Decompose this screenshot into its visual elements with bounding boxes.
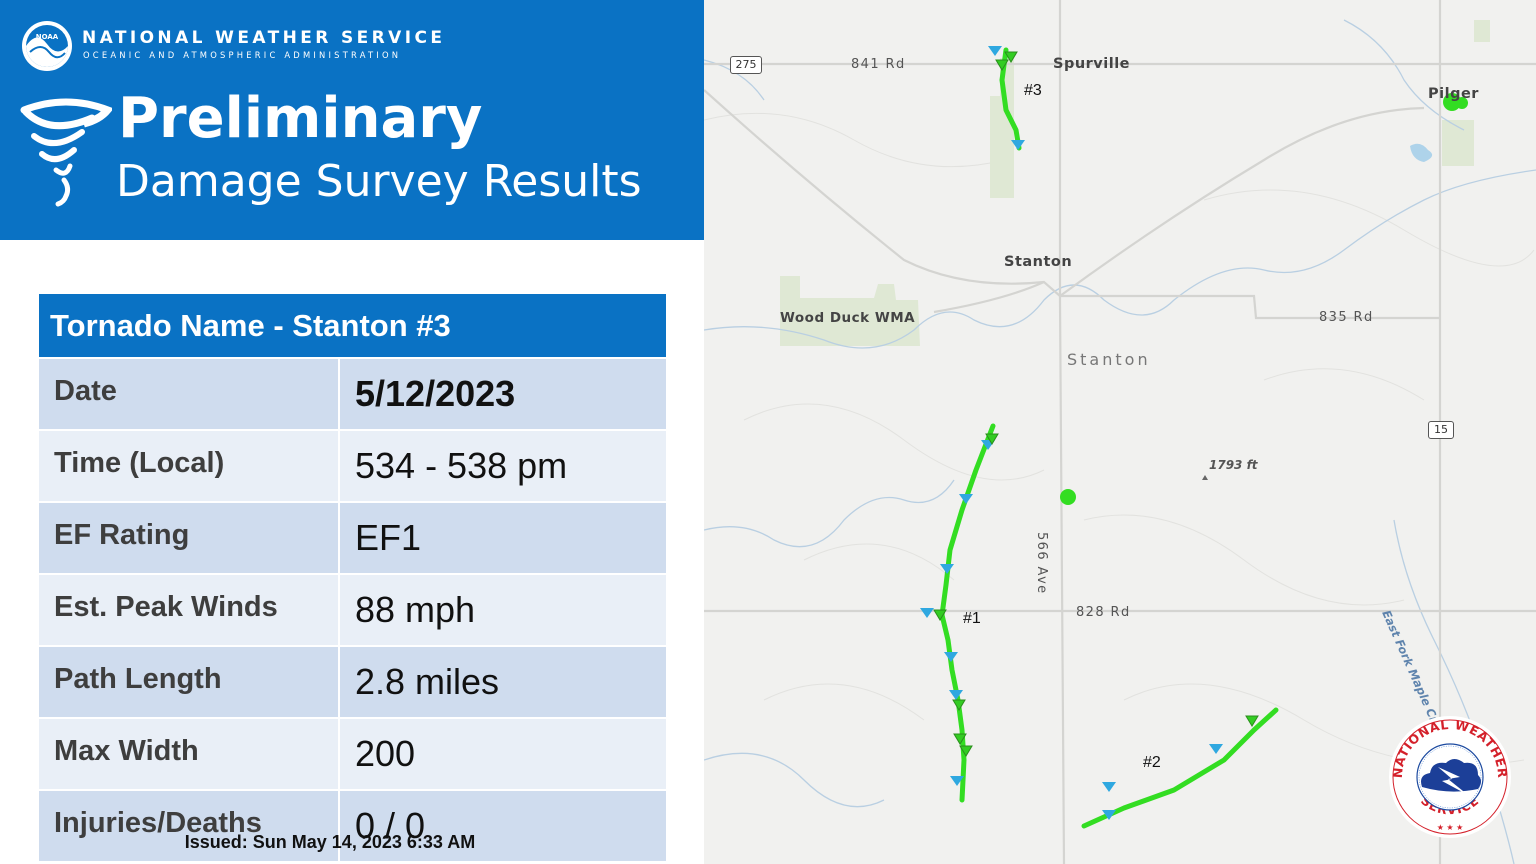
damage-map[interactable]: 275 841 Rd Spurville Pilger #3 Stanton W… (704, 0, 1536, 864)
noaa-logo-icon: NOAA (22, 21, 72, 71)
row-label: Max Width (39, 717, 340, 791)
row-label: EF Rating (39, 501, 340, 575)
tornado-icon (20, 98, 112, 207)
road-label-828: 828 Rd (1076, 605, 1131, 620)
agency-name: NATIONAL WEATHER SERVICE (82, 28, 446, 48)
damage-points (1060, 93, 1468, 505)
agency-subtitle: OCEANIC AND ATMOSPHERIC ADMINISTRATION (83, 50, 402, 60)
svg-text:NOAA: NOAA (36, 33, 59, 41)
row-value: 2.8 miles (339, 645, 666, 719)
row-value: 5/12/2023 (339, 357, 666, 431)
row-value: 0 / 0 (339, 789, 666, 863)
table-row-injuries: Injuries/Deaths 0 / 0 (39, 789, 666, 863)
table-row-max-width: Max Width 200 (39, 717, 666, 791)
page-subtitle: Damage Survey Results (116, 156, 642, 207)
row-label: Est. Peak Winds (39, 573, 340, 647)
place-pilger: Pilger (1428, 86, 1479, 102)
table-row-path-length: Path Length 2.8 miles (39, 645, 666, 719)
table-row-time: Time (Local) 534 - 538 pm (39, 429, 666, 503)
page-title: Preliminary (118, 86, 483, 151)
lake (1410, 143, 1433, 162)
county-label-stanton: Stanton (1067, 350, 1151, 369)
row-value: 534 - 538 pm (339, 429, 666, 503)
issued-timestamp: Issued: Sun May 14, 2023 6:33 AM (184, 832, 476, 852)
terrain-shading (704, 112, 1535, 766)
track-label-3: #3 (1024, 82, 1042, 99)
row-label: Date (39, 357, 340, 431)
road-label-841: 841 Rd (851, 57, 906, 72)
place-wood-duck-wma: Wood Duck WMA (780, 310, 916, 326)
place-stanton-town: Stanton (1004, 254, 1073, 270)
streams (704, 19, 1536, 864)
elevation-label: 1793 ft (1209, 458, 1258, 472)
row-value: 200 (339, 717, 666, 791)
place-spurville: Spurville (1053, 56, 1130, 72)
row-label: Injuries/Deaths (39, 789, 340, 863)
row-label: Time (Local) (39, 429, 340, 503)
header-banner: NOAA NATIONAL WEATHER SERVICE OCEANIC AN… (0, 0, 704, 240)
hwy-15-shield: 15 (1428, 421, 1454, 439)
survey-table: Tornado Name - Stanton #3 Date 5/12/2023… (39, 294, 666, 863)
svg-text:★ ★ ★: ★ ★ ★ (1437, 823, 1464, 832)
row-value: EF1 (339, 501, 666, 575)
us-275-shield: 275 (730, 56, 762, 74)
table-row-ef-rating: EF Rating EF1 (39, 501, 666, 575)
table-row-date: Date 5/12/2023 (39, 357, 666, 431)
road-label-566-ave: 566 Ave (1034, 532, 1049, 595)
track-label-2: #2 (1143, 754, 1161, 771)
green-areas (780, 20, 1490, 346)
elevation-marker (1202, 475, 1208, 480)
survey-markers (920, 46, 1223, 820)
tornado-name-heading: Tornado Name - Stanton #3 (39, 294, 666, 359)
nws-seal-logo: NATIONAL WEATHER SERVICE ★ ★ ★ (1389, 716, 1511, 838)
road-label-835: 835 Rd (1319, 310, 1374, 325)
row-value: 88 mph (339, 573, 666, 647)
row-label: Path Length (39, 645, 340, 719)
track-label-1: #1 (963, 610, 981, 627)
damage-markers (933, 51, 1259, 757)
info-panel: NOAA NATIONAL WEATHER SERVICE OCEANIC AN… (0, 0, 704, 864)
map-canvas[interactable] (704, 0, 1536, 864)
table-header-row: Tornado Name - Stanton #3 (39, 294, 666, 359)
table-row-peak-winds: Est. Peak Winds 88 mph (39, 573, 666, 647)
